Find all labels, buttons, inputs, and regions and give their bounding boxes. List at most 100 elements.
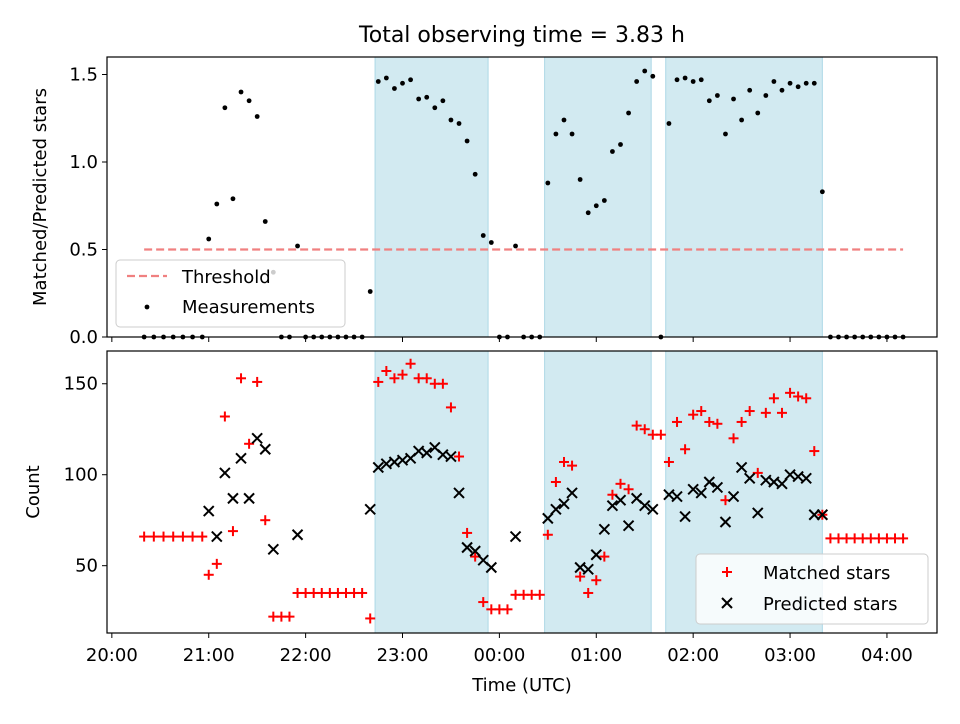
top-legend: Threshold Measurements bbox=[115, 259, 346, 328]
measurement-point bbox=[561, 117, 567, 123]
measurement-point bbox=[254, 114, 260, 119]
predicted-star-point-b bbox=[630, 492, 643, 505]
matched-star-point bbox=[454, 451, 465, 462]
legend-matched-swatch bbox=[722, 567, 732, 577]
matched-star-point bbox=[728, 433, 739, 444]
measurement-point bbox=[246, 98, 252, 104]
predicted-star-point-b bbox=[622, 519, 635, 532]
matched-star-point bbox=[760, 407, 771, 418]
matched-star-point bbox=[177, 531, 188, 542]
predicted-star-point-b bbox=[372, 461, 384, 474]
predicted-star-point-b bbox=[243, 492, 255, 505]
legend-threshold-label: Threshold bbox=[181, 267, 271, 288]
predicted-star-point bbox=[687, 483, 699, 495]
predicted-star-point-b bbox=[598, 523, 611, 536]
predicted-star-point-b bbox=[816, 509, 829, 521]
bottom-shaded-span-1 bbox=[374, 350, 489, 634]
predicted-star-point-b bbox=[542, 512, 554, 525]
predicted-star-point bbox=[735, 461, 748, 474]
matched-star-point bbox=[405, 358, 416, 369]
measurement-point bbox=[416, 96, 422, 102]
predicted-star-point-b bbox=[671, 490, 683, 503]
matched-star-point bbox=[284, 611, 295, 622]
predicted-star-point bbox=[703, 476, 716, 488]
predicted-star-point-b bbox=[388, 456, 401, 468]
predicted-star-point bbox=[461, 541, 473, 554]
measurement-point bbox=[739, 117, 745, 123]
measurement-point bbox=[238, 89, 244, 95]
matched-star-point bbox=[801, 393, 812, 404]
predicted-star-point-b bbox=[727, 490, 740, 503]
predicted-star-point-b bbox=[800, 472, 812, 485]
predicted-star-point-b bbox=[421, 447, 433, 459]
matched-star-point bbox=[139, 531, 150, 542]
top-shaded-span-2 bbox=[544, 56, 652, 338]
measurement-point bbox=[819, 189, 825, 195]
matched-star-point bbox=[357, 587, 368, 598]
measurement-point bbox=[400, 80, 405, 86]
bottom-y-tick-label: 100 bbox=[64, 465, 98, 486]
measurement-point bbox=[488, 240, 494, 245]
predicted-star-point bbox=[291, 529, 304, 541]
predicted-star-point bbox=[219, 467, 231, 479]
bottom-y-tick-label: 50 bbox=[75, 556, 98, 577]
predicted-star-point-b bbox=[445, 450, 457, 463]
top-shaded-span-3 bbox=[665, 56, 823, 338]
predicted-star-point-b bbox=[251, 432, 263, 445]
predicted-star-point-b bbox=[582, 563, 594, 576]
matched-star-point bbox=[252, 376, 263, 387]
legend-matched-label: Matched stars bbox=[763, 563, 890, 584]
top-legend-box bbox=[115, 259, 346, 328]
matched-star-point bbox=[583, 587, 594, 598]
matched-star-point bbox=[712, 418, 723, 429]
measurement-point bbox=[456, 121, 462, 126]
measurement-point bbox=[577, 177, 583, 182]
predicted-star-point-b bbox=[711, 481, 724, 494]
predicted-star-point bbox=[800, 472, 812, 485]
matched-star-point bbox=[672, 416, 683, 427]
predicted-star-point-b bbox=[776, 478, 788, 490]
predicted-star-point-b bbox=[566, 487, 578, 499]
measurement-point bbox=[650, 73, 656, 79]
predicted-star-point-b bbox=[235, 452, 247, 465]
predicted-star-point bbox=[364, 503, 376, 515]
matched-star-point bbox=[607, 489, 618, 500]
predicted-star-point bbox=[509, 530, 522, 543]
matched-star-point bbox=[696, 406, 707, 417]
measurement-point bbox=[618, 142, 623, 147]
matched-star-point bbox=[898, 533, 909, 544]
predicted-star-point bbox=[695, 487, 707, 499]
measurement-point bbox=[787, 80, 793, 86]
x-tick-label: 21:00 bbox=[183, 645, 235, 666]
predicted-star-point bbox=[752, 507, 764, 519]
predicted-star-point bbox=[558, 498, 570, 510]
predicted-star-point bbox=[719, 516, 732, 528]
measurement-point bbox=[448, 117, 454, 123]
measurement-point bbox=[472, 171, 478, 177]
measurement-point bbox=[747, 87, 753, 93]
matched-star-point bbox=[655, 429, 666, 440]
predicted-star-point-b bbox=[364, 503, 376, 515]
matched-star-point bbox=[785, 387, 796, 398]
predicted-star-point bbox=[469, 545, 481, 557]
matched-star-point bbox=[397, 369, 408, 380]
measurement-point bbox=[367, 289, 373, 294]
predicted-star-point bbox=[727, 490, 740, 503]
measurement-point bbox=[214, 201, 220, 207]
matched-star-point bbox=[752, 467, 763, 478]
predicted-star-point bbox=[445, 450, 457, 463]
measurement-point bbox=[206, 236, 212, 242]
predicted-star-point bbox=[598, 523, 611, 536]
matched-star-point bbox=[793, 391, 804, 402]
matched-star-point bbox=[462, 527, 473, 538]
matched-star-point bbox=[168, 531, 179, 542]
predicted-star-point-b bbox=[752, 507, 764, 519]
matched-star-point bbox=[542, 529, 553, 540]
top-shaded-span-1 bbox=[374, 56, 489, 338]
predicted-star-point-b bbox=[558, 498, 570, 510]
predicted-star-point bbox=[566, 487, 578, 499]
top-y-tick-label: 1.5 bbox=[69, 65, 98, 86]
measurement-point bbox=[545, 180, 551, 186]
matched-star-point bbox=[158, 531, 169, 542]
matched-star-point bbox=[219, 411, 230, 422]
